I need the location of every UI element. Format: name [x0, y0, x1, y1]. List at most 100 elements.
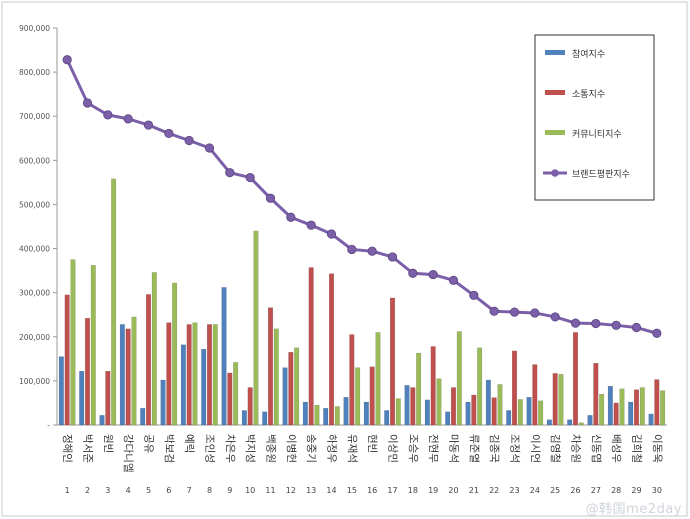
bar-소통지수-3	[105, 370, 111, 426]
bar-참여지수-9	[221, 287, 227, 426]
bar-소통지수-25	[552, 373, 558, 426]
bar-커뮤니티지수-23	[517, 399, 523, 426]
bar-참여지수-4	[119, 324, 125, 426]
bar-커뮤니티지수-12	[294, 347, 300, 426]
bar-소통지수-19	[430, 346, 436, 426]
point-브랜드평판지수-24	[530, 308, 540, 318]
bar-참여지수-17	[384, 410, 390, 426]
legend-swatch-참여지수	[545, 50, 565, 55]
legend-swatch-point-브랜드평판지수	[551, 169, 559, 177]
bar-커뮤니티지수-15	[355, 367, 361, 426]
bar-소통지수-12	[288, 352, 294, 426]
bar-소통지수-30	[654, 379, 660, 426]
category-label-16: 현빈	[366, 434, 378, 453]
category-label-13: 송중기	[305, 434, 317, 463]
y-tick-label: 400,000	[19, 245, 50, 254]
category-label-30: 이동욱	[651, 434, 663, 463]
legend-label-소통지수: 소통지수	[572, 89, 605, 100]
category-label-9: 차은우	[224, 434, 236, 463]
y-tick-label: 700,000	[19, 112, 50, 121]
point-브랜드평판지수-28	[611, 320, 621, 330]
bar-커뮤니티지수-4	[131, 316, 137, 426]
bar-커뮤니티지수-20	[456, 331, 462, 426]
point-브랜드평판지수-4	[123, 114, 133, 124]
rank-label-27: 27	[591, 486, 601, 495]
category-label-19: 전현무	[427, 434, 439, 463]
bar-참여지수-2	[79, 370, 85, 426]
bar-소통지수-7	[186, 324, 192, 426]
bar-소통지수-24	[532, 364, 538, 426]
bar-소통지수-27	[593, 363, 599, 426]
bar-소통지수-21	[471, 394, 477, 426]
point-브랜드평판지수-25	[550, 312, 560, 322]
bar-커뮤니티지수-7	[192, 322, 198, 426]
category-label-7: 예릭	[183, 434, 196, 453]
point-브랜드평판지수-29	[631, 322, 642, 333]
rank-label-13: 13	[306, 486, 316, 495]
category-label-18: 조승우	[407, 434, 419, 463]
point-브랜드평판지수-3	[103, 110, 113, 120]
bar-커뮤니티지수-24	[538, 400, 544, 426]
y-tick-label: 300,000	[19, 289, 50, 298]
category-label-24: 이시언	[529, 434, 541, 463]
bar-커뮤니티지수-19	[436, 378, 442, 426]
point-브랜드평판지수-18	[408, 268, 418, 278]
bar-소통지수-1	[64, 294, 70, 426]
point-브랜드평판지수-1	[62, 55, 72, 65]
point-브랜드평판지수-5	[143, 120, 154, 130]
bar-커뮤니티지수-9	[233, 362, 239, 426]
category-label-21: 류준열	[468, 434, 480, 463]
point-브랜드평판지수-13	[306, 220, 316, 230]
bar-커뮤니티지수-3	[111, 178, 117, 426]
category-label-29: 김희철	[631, 434, 643, 463]
point-브랜드평판지수-16	[367, 246, 377, 256]
category-label-14: 하정우	[326, 434, 339, 463]
bar-소통지수-13	[308, 267, 314, 426]
watermark: @韩国me2day	[585, 502, 682, 517]
bar-소통지수-28	[613, 402, 619, 426]
rank-label-15: 15	[347, 486, 357, 495]
bar-소통지수-6	[166, 322, 172, 426]
y-tick-label: 200,000	[19, 333, 50, 342]
category-label-12: 이병헌	[285, 434, 297, 463]
bar-소통지수-8	[206, 324, 212, 426]
point-브랜드평판지수-21	[469, 290, 479, 300]
bar-소통지수-18	[410, 387, 416, 426]
category-label-27: 신동엽	[590, 434, 602, 463]
category-label-15: 유재석	[346, 434, 358, 463]
bar-커뮤니티지수-29	[639, 387, 645, 426]
rank-label-4: 4	[126, 486, 131, 495]
bar-참여지수-28	[607, 385, 613, 426]
bar-커뮤니티지수-26	[578, 422, 584, 426]
point-브랜드평판지수-11	[265, 193, 276, 203]
bar-커뮤니티지수-18	[416, 352, 422, 426]
point-브랜드평판지수-26	[570, 318, 581, 328]
point-브랜드평판지수-2	[82, 98, 93, 108]
rank-label-1: 1	[65, 486, 70, 495]
bar-커뮤니티지수-21	[477, 347, 483, 426]
bar-참여지수-6	[160, 379, 166, 426]
bar-참여지수-23	[506, 410, 512, 426]
y-tick-label: 600,000	[19, 156, 50, 165]
point-브랜드평판지수-7	[184, 135, 194, 146]
point-브랜드평판지수-6	[164, 128, 174, 139]
rank-label-21: 21	[469, 486, 479, 495]
bar-커뮤니티지수-17	[395, 398, 401, 426]
category-label-6: 박보검	[163, 434, 175, 463]
rank-label-28: 28	[611, 486, 621, 495]
rank-label-14: 14	[326, 486, 336, 495]
bar-참여지수-12	[282, 367, 288, 426]
bar-소통지수-16	[369, 366, 375, 426]
category-label-1: 정해인	[61, 434, 74, 463]
category-label-22: 김종국	[488, 434, 500, 463]
category-label-8: 조인성	[204, 434, 216, 463]
bar-참여지수-22	[485, 379, 491, 426]
point-브랜드평판지수-30	[652, 328, 662, 338]
bar-참여지수-27	[587, 415, 593, 426]
rank-label-2: 2	[85, 486, 90, 495]
bar-소통지수-23	[512, 350, 518, 426]
bar-커뮤니티지수-6	[172, 282, 178, 426]
rank-label-25: 25	[550, 486, 560, 495]
bar-참여지수-13	[302, 401, 308, 426]
